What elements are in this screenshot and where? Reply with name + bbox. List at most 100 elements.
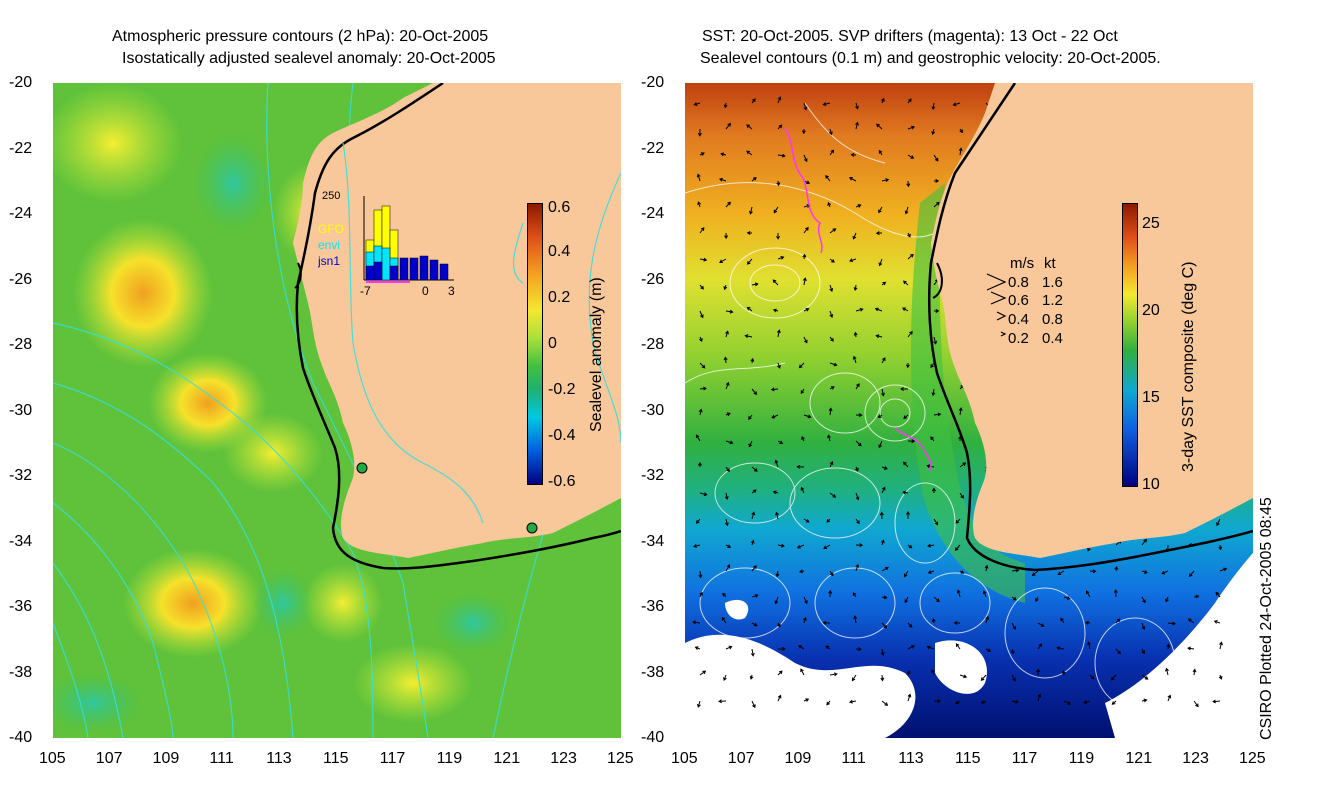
velocity-legend-ms: 0.6 [1008,292,1029,309]
velocity-arrow [825,174,831,182]
velocity-arrow [1063,596,1071,600]
velocity-arrow [907,125,916,130]
velocity-arrow [849,699,857,704]
velocity-arrow [822,102,831,107]
velocity-arrow [827,434,831,442]
velocity-arrow [930,362,935,368]
velocity-arrow [829,570,834,577]
velocity-arrow [750,357,755,364]
velocity-arrow [982,590,987,598]
velocity-arrow [699,257,708,262]
velocity-arrow [800,486,805,494]
x-tick-label: 119 [436,750,463,767]
y-tick-label: -34 [9,532,33,550]
velocity-arrow [848,177,857,182]
velocity-arrow [907,98,912,104]
velocity-arrow [725,645,733,650]
velocity-arrow [907,253,914,260]
velocity-arrow [772,279,779,286]
velocity-arrow [1219,641,1223,650]
velocity-arrow [751,511,756,520]
velocity-arrow [855,466,859,472]
velocity-arrow [776,180,781,187]
velocity-arrow [699,284,704,290]
velocity-arrow [1141,698,1148,703]
velocity-arrow [796,544,805,549]
x-tick-label: 105 [671,750,698,767]
velocity-arrow [931,102,936,111]
velocity-arrow [927,543,935,548]
velocity-arrow [980,700,987,704]
velocity-arrow [723,356,728,364]
colorbar-tick: 15 [1142,389,1160,406]
velocity-arrow [931,668,935,676]
velocity-arrow [697,700,701,708]
y-tick-label: -28 [641,336,665,353]
sst-map [685,83,1253,738]
y-tick-label: -36 [641,598,665,615]
velocity-arrow [980,674,987,682]
velocity-arrow [718,177,727,182]
velocity-arrow [1011,622,1016,630]
y-tick-label: -20 [641,74,665,91]
x-tick-label: 115 [323,750,349,767]
velocity-arrow [724,492,729,501]
cloud-mask [685,553,1253,738]
velocity-arrow [907,330,913,338]
velocity-arrow [933,154,939,162]
velocity-arrow [855,102,859,110]
inset-x-tick: -7 [360,284,371,298]
velocity-arrow [1031,570,1039,576]
velocity-arrow [718,699,727,704]
velocity-arrow [933,178,940,183]
tide-gauge-marker [356,462,368,474]
velocity-arrow [749,206,753,215]
velocity-legend-ms: 0.2 [1008,330,1029,347]
y-tick-label: -34 [641,532,665,550]
y-tick-label: -40 [641,729,665,746]
inset-x-tick: 3 [448,284,455,298]
velocity-arrow [829,362,838,367]
velocity-arrow [1141,570,1148,574]
velocity-arrow [905,362,910,369]
velocity-arrow [1111,700,1117,705]
velocity-arrow [803,414,812,419]
y-tick-label: -26 [9,270,33,288]
velocity-arrow [829,149,835,156]
velocity-arrow [875,334,883,339]
inset-y-label: 250 [322,190,341,202]
velocity-arrow [725,466,730,473]
velocity-arrow [695,518,701,524]
x-tick-label: 105 [39,750,66,767]
velocity-arrow [902,307,909,312]
velocity-arrow [1215,591,1221,598]
velocity-arrow [699,591,703,598]
velocity-arrow [1165,667,1169,676]
velocity-arrow [907,439,916,444]
velocity-arrow [777,124,783,130]
velocity-arrow [1188,570,1195,578]
velocity-arrow [933,336,938,345]
velocity-arrow [1089,674,1095,680]
right-title-line1: SST: 20-Oct-2005. SVP drifters (magenta)… [702,28,1118,45]
left-colorbar-label: Sealevel anomaly (m) [588,277,605,432]
velocity-arrow [829,310,834,318]
velocity-arrow [880,648,885,656]
velocity-arrow [1056,646,1065,651]
velocity-arrow [1110,674,1117,681]
velocity-arrow [881,357,886,364]
velocity-arrow [772,308,779,313]
velocity-legend-header-kt: kt [1044,255,1056,272]
velocity-arrow [1084,620,1091,625]
velocity-arrow [698,461,702,468]
velocity-arrow [724,232,729,240]
velocity-arrow [1011,674,1016,682]
velocity-arrow [699,386,707,391]
velocity-arrow [849,258,857,263]
velocity-arrow [1141,622,1146,631]
velocity-arrow [774,459,779,468]
velocity-arrow [906,180,911,188]
velocity-arrow [776,232,781,240]
velocity-arrow [985,615,990,624]
colorbar-tick: 0.2 [548,289,571,306]
